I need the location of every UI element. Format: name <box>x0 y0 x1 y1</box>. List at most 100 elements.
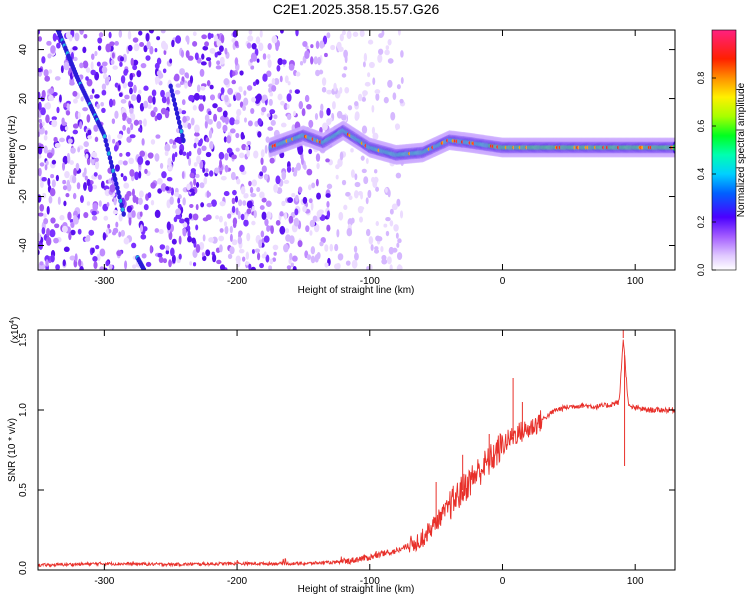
spectrogram-cell <box>239 101 244 108</box>
spectrogram-cell <box>316 162 320 170</box>
spectrogram-cell <box>265 254 270 263</box>
spectrogram-cell <box>72 123 79 129</box>
spectrogram-cell <box>377 54 383 63</box>
spectrogram-cell <box>105 43 112 53</box>
spectrogram-cell <box>224 95 228 101</box>
spectrogram-cell <box>82 60 89 69</box>
spectrogram-y-tick-label: 20 <box>18 93 29 105</box>
spectrogram-cell <box>107 134 111 143</box>
spectrogram-cell <box>354 113 359 121</box>
spectrogram-cell <box>144 168 148 174</box>
spectrogram-cell <box>169 196 174 205</box>
spectrogram-cell <box>201 252 205 257</box>
spectrogram-cell <box>188 94 194 102</box>
spectrogram-cell <box>119 56 124 62</box>
spectrogram-cell <box>251 42 257 50</box>
spectrogram-cell <box>348 195 353 201</box>
spectrogram-cell <box>350 217 355 224</box>
spectrogram-cell <box>343 66 348 71</box>
spectrogram-cell <box>325 193 331 198</box>
spectrogram-cell <box>128 157 135 165</box>
spectrogram-cell <box>357 93 363 102</box>
spectrogram-cell <box>149 46 154 55</box>
spectrogram-cell <box>209 47 216 54</box>
spectrogram-cell <box>289 89 293 94</box>
spectrogram-cell <box>165 91 171 99</box>
spectrogram-cell <box>156 112 163 121</box>
spectrogram-cell <box>72 56 78 62</box>
spectrogram-cell <box>43 145 48 154</box>
spectrogram-cell <box>255 36 261 44</box>
spectrogram-cell <box>350 169 355 178</box>
spectrogram-cell <box>308 184 312 191</box>
spectrogram-cell <box>256 58 260 63</box>
spectrogram-cell <box>118 231 122 238</box>
spectrogram-cell <box>65 193 70 198</box>
spectrogram-cell <box>231 154 237 160</box>
spectrogram-cell <box>362 90 367 98</box>
spectrogram-cell <box>245 251 249 260</box>
spectrogram-cell <box>39 181 44 188</box>
spectrogram-cell <box>57 196 61 205</box>
spectrogram-cell <box>343 204 348 211</box>
spectrogram-cell <box>264 218 269 227</box>
spectrogram-cell <box>91 88 95 94</box>
spectrogram-cell <box>310 56 314 65</box>
spectrogram-cell <box>63 200 67 207</box>
spectrogram-cell <box>385 45 390 50</box>
spectrogram-cell <box>108 264 113 270</box>
spectrogram-cell <box>178 149 183 156</box>
snr-y-tick-label: 0.0 <box>18 561 29 575</box>
spectrogram-cell <box>67 138 73 144</box>
spectrogram-cell <box>50 217 56 224</box>
spectrogram-cell <box>171 238 177 245</box>
spectrogram-cell <box>67 211 72 221</box>
spectrogram-cell <box>218 235 225 242</box>
spectrogram-cell <box>138 89 142 95</box>
streak-1-mark <box>115 185 120 191</box>
spectrogram-cell <box>383 223 388 228</box>
spectrogram-cell <box>59 214 65 221</box>
spectrogram-cell <box>351 259 358 269</box>
spectrogram-cell <box>235 255 241 263</box>
spectrogram-cell <box>248 30 253 35</box>
spectrogram-cell <box>178 235 182 245</box>
spectrogram-x-ticks: -300 -200 -100 0 100 <box>94 30 644 287</box>
spectrogram-cell <box>132 37 139 43</box>
spectrogram-cell <box>354 181 361 188</box>
spectrogram-cell <box>108 31 112 39</box>
spectrogram-cell <box>216 259 222 265</box>
spectrogram-cell <box>384 49 390 56</box>
spectrogram-cell <box>219 244 223 253</box>
spectrogram-cell <box>106 228 109 236</box>
spectrogram-cell <box>281 59 287 65</box>
spectrogram-cell <box>315 40 320 49</box>
spectrogram-cell <box>346 30 352 40</box>
spectrogram-cell <box>91 215 98 221</box>
spectrogram-cell <box>301 108 306 117</box>
spectrogram-cell <box>179 80 184 85</box>
spectrogram-cell <box>367 189 372 199</box>
spectrogram-cell <box>319 241 324 247</box>
spectrogram-cell <box>226 135 232 144</box>
spectrogram-cell <box>43 134 48 141</box>
spectrogram-cell <box>143 203 149 211</box>
spectrogram-cell <box>69 77 75 86</box>
spectrogram-cell <box>90 69 96 76</box>
spectrogram-cell <box>147 192 152 199</box>
spectrogram-cell <box>259 263 265 269</box>
spectrogram-cell <box>175 208 182 216</box>
snr-x-tick-label: -300 <box>94 576 114 587</box>
spectrogram-cell <box>198 103 205 112</box>
colorbar-tick-label: 0.4 <box>696 168 706 181</box>
spectrogram-cell <box>65 110 71 116</box>
spectrogram-cell <box>243 193 249 199</box>
spectrogram-cell <box>44 164 48 171</box>
spectrogram-cell <box>354 101 359 107</box>
spectrogram-cell <box>147 152 154 159</box>
spectrogram-cell <box>118 213 123 222</box>
spectrogram-cell <box>319 109 324 119</box>
spectrogram-cell <box>371 104 375 113</box>
spectrogram-cell <box>208 129 213 139</box>
spectrogram-cell <box>246 232 251 242</box>
